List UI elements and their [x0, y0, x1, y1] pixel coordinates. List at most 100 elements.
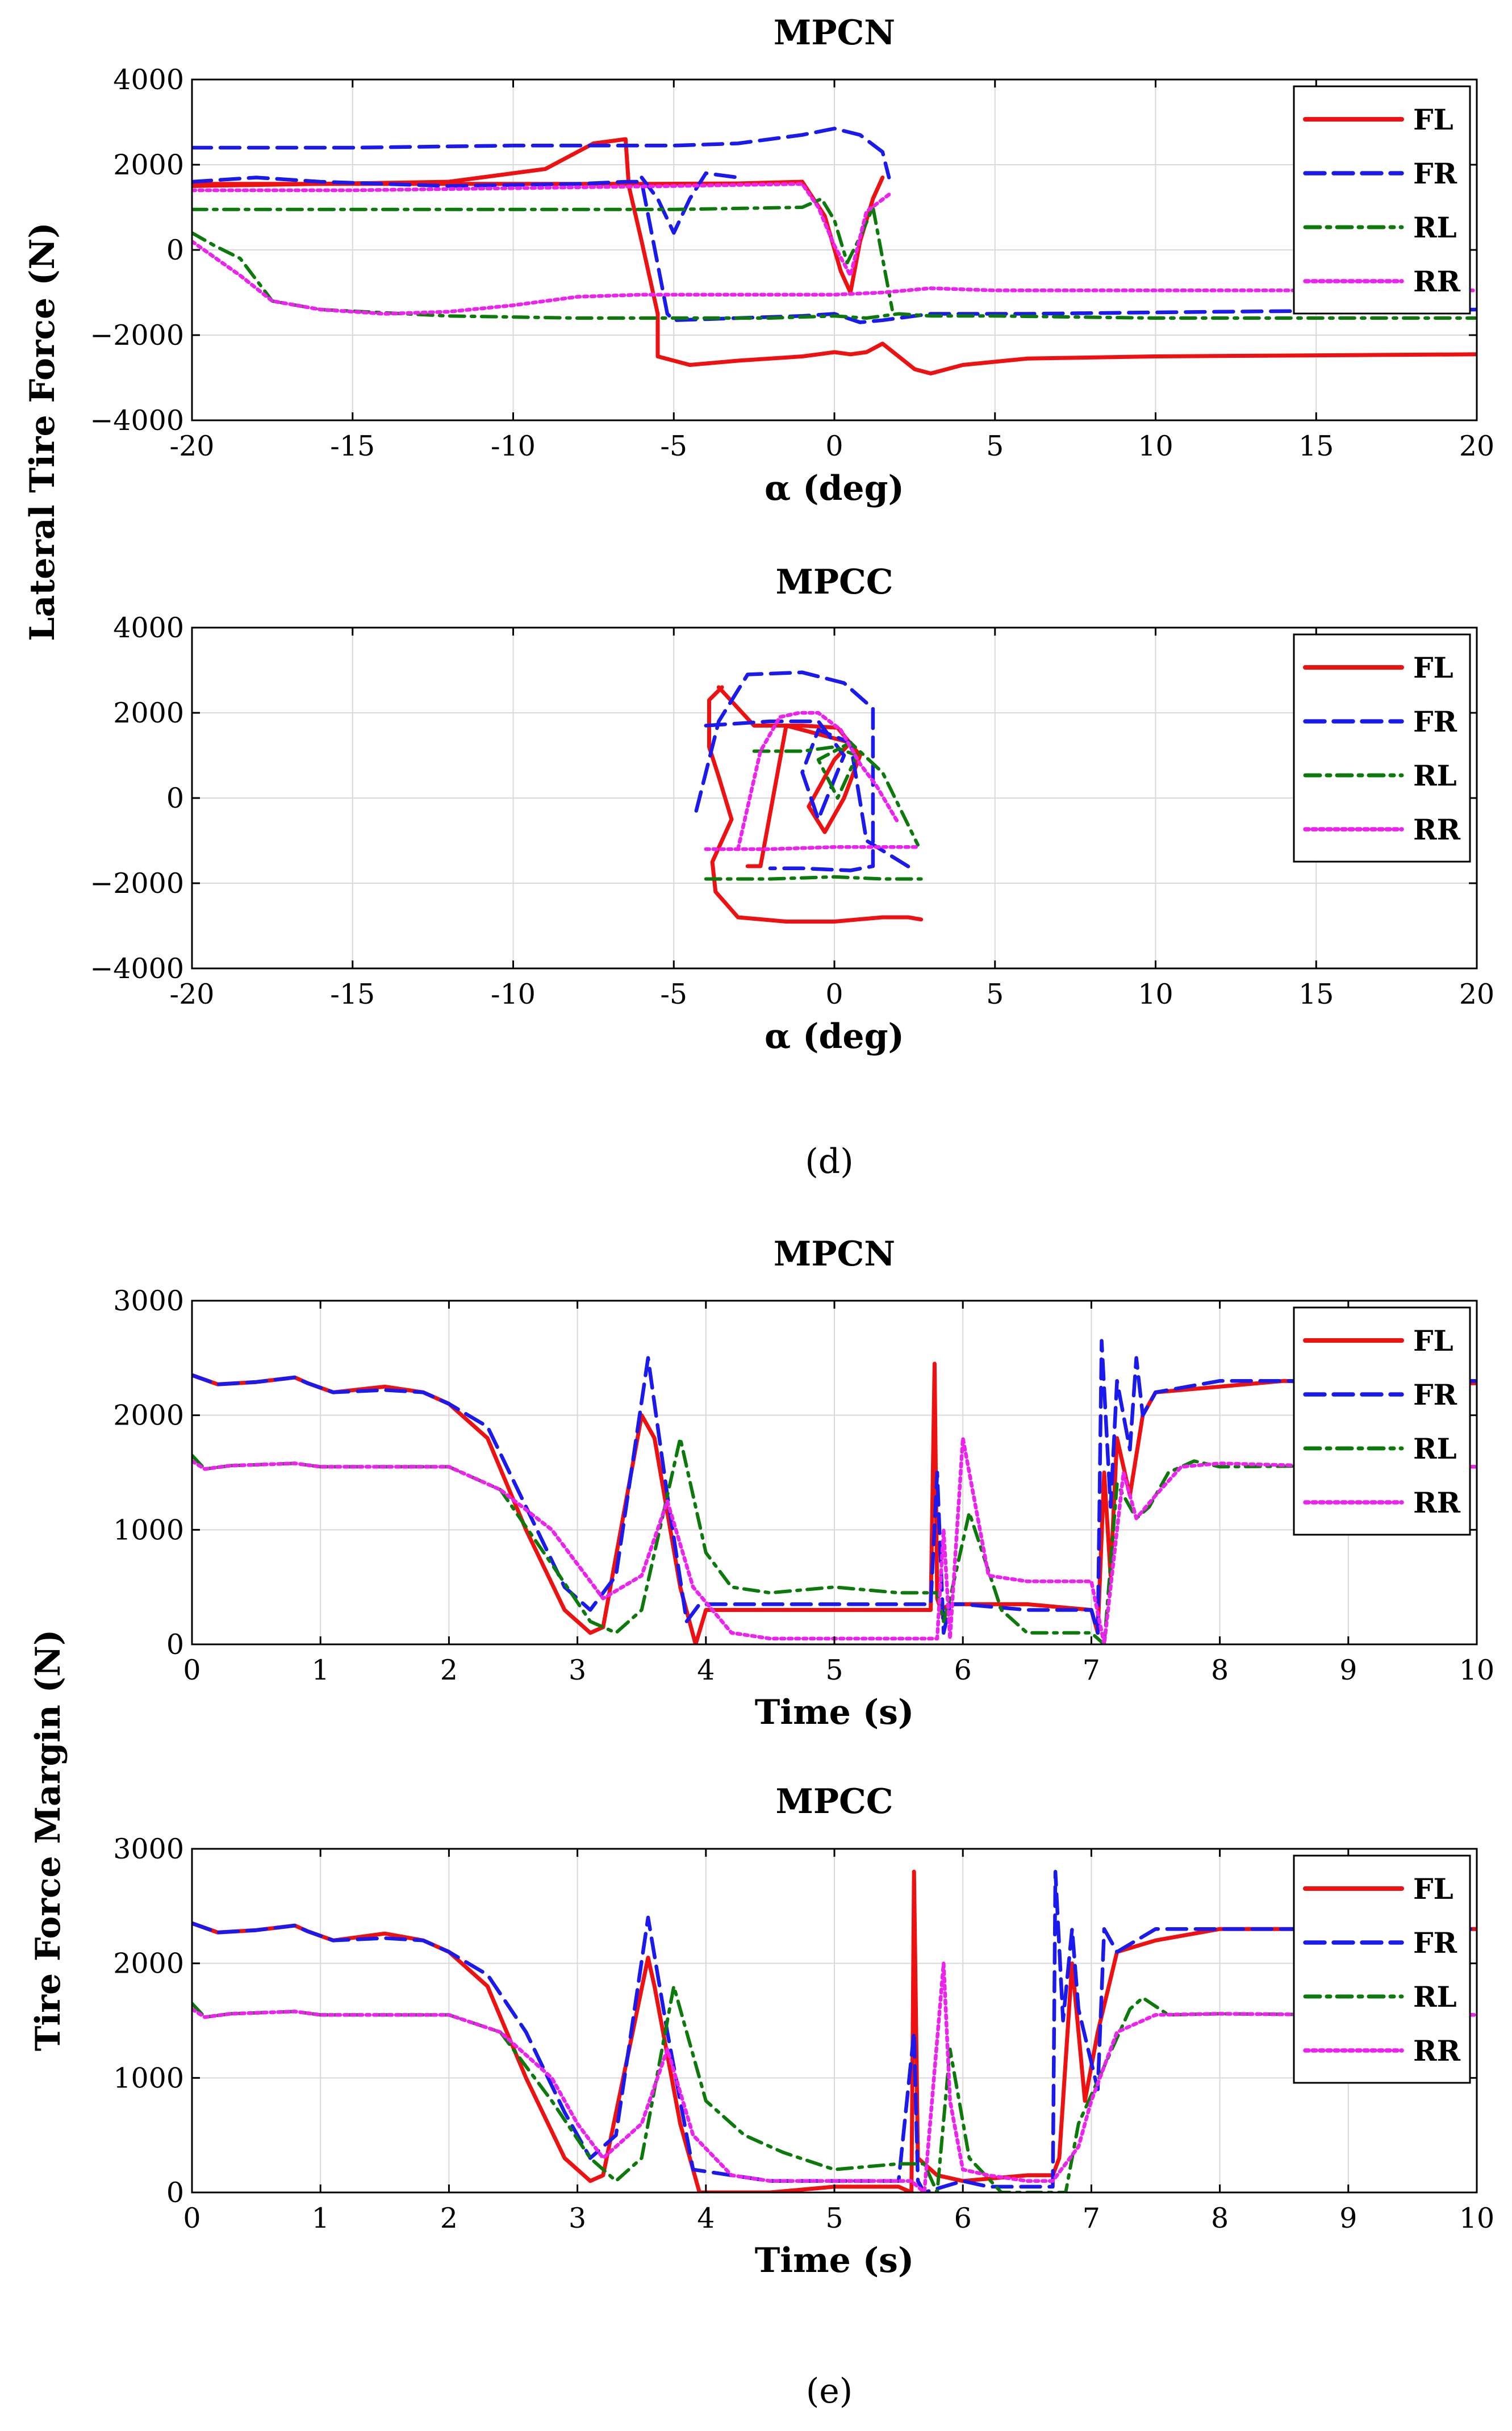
series-line-rl — [704, 875, 923, 881]
legend-label-rl: RL — [1413, 1432, 1457, 1465]
legend-label-fr: FR — [1413, 157, 1457, 190]
legend-label-fr: FR — [1413, 705, 1457, 738]
d-ylabel: Lateral Tire Force (N) — [23, 222, 62, 641]
x-tick-label: 10 — [1138, 978, 1173, 1010]
x-tick-label: -20 — [170, 430, 215, 462]
legend-label-fl: FL — [1413, 651, 1453, 684]
legend-label-rl: RL — [1413, 759, 1457, 792]
y-tick-label: 3000 — [113, 1285, 184, 1317]
chart-title: MPCC — [775, 562, 893, 602]
x-tick-label: 9 — [1339, 1654, 1357, 1686]
legend-label-rr: RR — [1413, 265, 1461, 298]
legend-box — [1293, 85, 1471, 315]
series-group — [192, 127, 1477, 375]
x-tick-label: 10 — [1138, 430, 1173, 462]
x-tick-label: 1 — [312, 2202, 329, 2234]
chart-title: MPCN — [774, 13, 895, 53]
x-tick-label: 9 — [1339, 2202, 1357, 2234]
legend-label-fl: FL — [1413, 1872, 1453, 1906]
x-tick-label: 5 — [825, 2202, 843, 2234]
x-axis-label: α (deg) — [765, 1017, 904, 1056]
legend: FL FR RL RR — [1293, 633, 1471, 863]
x-tick-label: 1 — [312, 1654, 329, 1686]
chart-d_top: MPCN -20 -15 -10 -5 0 5 10 15 20 −4000 −2000 0 2000 40… — [90, 13, 1494, 508]
series-line-fl — [707, 685, 924, 924]
x-tick-label: 6 — [954, 1654, 972, 1686]
x-tick-label: 5 — [986, 978, 1004, 1010]
legend-label-rr: RR — [1413, 813, 1461, 846]
series-line-fl — [192, 1869, 1477, 2192]
y-tick-label: 1000 — [113, 2062, 184, 2094]
legend-box — [1293, 1854, 1471, 2084]
x-tick-label: -10 — [491, 430, 536, 462]
x-tick-label: -20 — [170, 978, 215, 1010]
x-tick-label: 10 — [1459, 2202, 1494, 2234]
x-tick-label: 20 — [1459, 978, 1494, 1010]
series-line-rr — [192, 182, 891, 278]
series-line-rr — [192, 1961, 1477, 2192]
x-tick-label: 15 — [1298, 978, 1334, 1010]
legend-box — [1293, 1306, 1471, 1536]
y-tick-label: 3000 — [113, 1833, 184, 1865]
series-line-rr — [736, 711, 901, 851]
x-axis-label: Time (s) — [755, 2241, 914, 2280]
x-tick-label: 0 — [183, 1654, 201, 1686]
y-tick-label: 2000 — [113, 1948, 184, 1980]
y-tick-label: 2000 — [113, 1400, 184, 1432]
series-line-fr — [704, 719, 917, 872]
legend-label-rl: RL — [1413, 211, 1457, 244]
series-line-rr — [192, 239, 1477, 316]
x-tick-label: 7 — [1083, 1654, 1100, 1686]
x-tick-label: 4 — [697, 2202, 715, 2234]
y-tick-label: 2000 — [113, 697, 184, 729]
caption-d: (d) — [805, 1142, 853, 1181]
legend-box — [1293, 633, 1471, 863]
x-tick-label: -15 — [330, 430, 375, 462]
y-tick-label: 2000 — [113, 149, 184, 181]
legend-label-rr: RR — [1413, 1486, 1461, 1519]
x-tick-label: 2 — [440, 2202, 458, 2234]
x-tick-label: 5 — [825, 1654, 843, 1686]
y-tick-label: 4000 — [113, 612, 184, 644]
chart-title: MPCC — [775, 1782, 893, 1822]
x-tick-label: 4 — [697, 1654, 715, 1686]
y-tick-label: −4000 — [90, 404, 184, 437]
x-tick-label: 0 — [183, 2202, 201, 2234]
y-tick-label: 0 — [166, 1628, 184, 1661]
x-tick-label: 0 — [825, 430, 843, 462]
y-tick-label: −4000 — [90, 953, 184, 985]
x-axis-label: Time (s) — [755, 1693, 914, 1732]
x-tick-label: 15 — [1298, 430, 1334, 462]
x-axis-label: α (deg) — [765, 469, 904, 508]
x-tick-label: 20 — [1459, 430, 1494, 462]
x-tick-label: -15 — [330, 978, 375, 1010]
legend-label-fr: FR — [1413, 1378, 1457, 1411]
x-tick-label: -10 — [491, 978, 536, 1010]
series-line-fr — [192, 1339, 1477, 1635]
series-line-fr — [192, 127, 891, 179]
y-tick-label: 4000 — [113, 64, 184, 96]
x-tick-label: 0 — [825, 978, 843, 1010]
legend-label-rl: RL — [1413, 1980, 1457, 2014]
x-tick-label: 7 — [1083, 2202, 1100, 2234]
y-tick-label: 0 — [166, 782, 184, 814]
y-tick-label: −2000 — [90, 319, 184, 352]
x-tick-label: 5 — [986, 430, 1004, 462]
legend: FL FR RL RR — [1293, 1306, 1471, 1536]
y-tick-label: −2000 — [90, 867, 184, 900]
legend-label-fr: FR — [1413, 1926, 1457, 1960]
series-line-fl — [716, 685, 862, 868]
series-group — [694, 670, 924, 924]
legend-label-fl: FL — [1413, 1324, 1453, 1357]
chart-d_bottom: MPCC -20 -15 -10 -5 0 5 10 15 20 −4000 −2000 0 2000 40… — [90, 562, 1494, 1056]
series-line-fl — [192, 137, 1477, 375]
series-line-fl — [192, 1361, 1477, 1644]
x-tick-label: 8 — [1211, 1654, 1229, 1686]
y-tick-label: 0 — [166, 234, 184, 266]
x-tick-label: 8 — [1211, 2202, 1229, 2234]
x-tick-label: -5 — [660, 978, 687, 1010]
series-line-rl — [752, 741, 920, 847]
